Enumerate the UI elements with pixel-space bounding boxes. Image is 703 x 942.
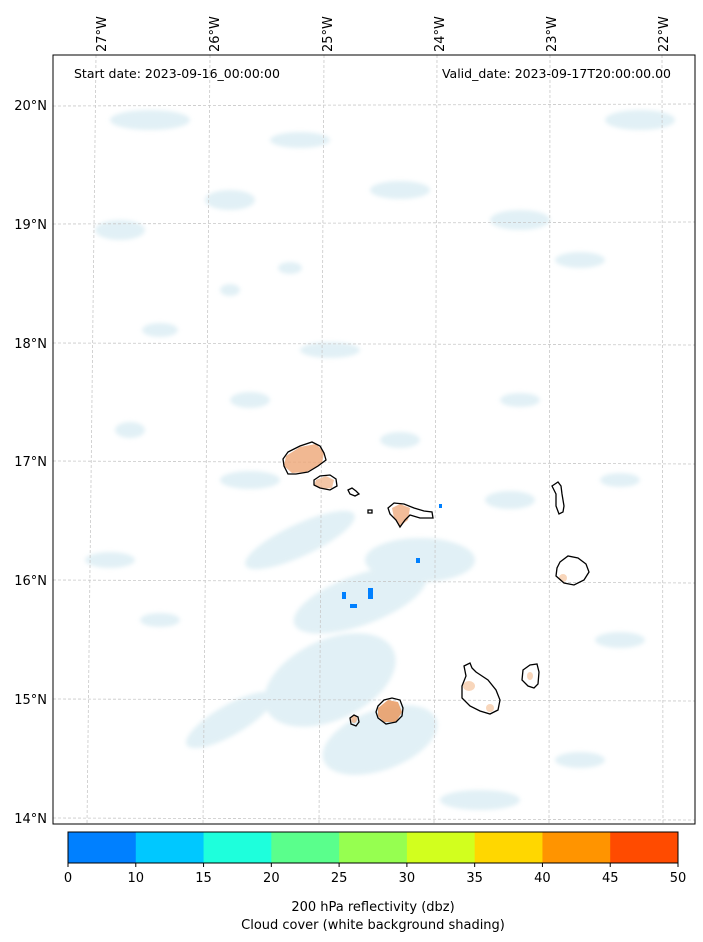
colorbar-tick-label: 30 (399, 871, 416, 886)
longitude-labels: 27°W 26°W 25°W 24°W 23°W 22°W (95, 16, 672, 52)
island-coastlines (282, 441, 590, 727)
colorbar-tick-label: 15 (195, 871, 212, 886)
colorbar-cell (203, 832, 272, 863)
lon-label-26w: 26°W (208, 16, 223, 52)
colorbar-cell (474, 832, 543, 863)
lat-label-14n: 14°N (14, 812, 47, 827)
colorbar-tick-label: 20 (263, 871, 280, 886)
colorbar-cell (135, 832, 205, 863)
lon-label-25w: 25°W (321, 16, 336, 52)
colorbar-tick-label: 35 (466, 871, 483, 886)
colorbar-label: 200 hPa reflectivity (dbz) (291, 900, 454, 915)
colorbar-cell (406, 832, 476, 863)
colorbar-cell (542, 832, 611, 863)
lon-label-24w: 24°W (433, 16, 448, 52)
lat-label-15n: 15°N (14, 693, 47, 708)
valid-date-text: Valid_date: 2023-09-17T20:00:00.00 (442, 66, 671, 81)
lat-label-20n: 20°N (14, 99, 47, 114)
lat-label-16n: 16°N (14, 574, 47, 589)
lon-label-22w: 22°W (657, 16, 672, 52)
colorbar-sublabel: Cloud cover (white background shading) (241, 918, 505, 933)
colorbar-tick-label: 45 (602, 871, 619, 886)
colorbar-tick-label: 0 (64, 871, 72, 886)
graticule (53, 55, 695, 824)
lat-label-17n: 17°N (14, 455, 47, 470)
colorbar-cell (271, 832, 340, 863)
colorbar-frame (67, 831, 679, 864)
lat-label-18n: 18°N (14, 337, 47, 352)
colorbar-cell (339, 832, 408, 863)
colorbar: 0 10 15 20 25 30 35 40 45 50 (64, 831, 687, 886)
lon-label-23w: 23°W (545, 16, 560, 52)
start-date-text: Start date: 2023-09-16_00:00:00 (74, 66, 280, 81)
colorbar-cell (68, 832, 137, 863)
latitude-labels: 20°N 19°N 18°N 17°N 16°N 15°N 14°N (14, 99, 47, 827)
colorbar-cell (610, 832, 679, 863)
map-frame (52, 54, 696, 825)
cloud-cover-shading (85, 110, 675, 810)
lon-label-27w: 27°W (95, 16, 110, 52)
colorbar-tick-label: 10 (128, 871, 145, 886)
colorbar-tick-label: 50 (670, 871, 687, 886)
colorbar-tick-label: 25 (331, 871, 348, 886)
map-area (53, 55, 695, 824)
lat-label-19n: 19°N (14, 218, 47, 233)
precipitation-shading (284, 444, 567, 723)
colorbar-tick-label: 40 (534, 871, 551, 886)
